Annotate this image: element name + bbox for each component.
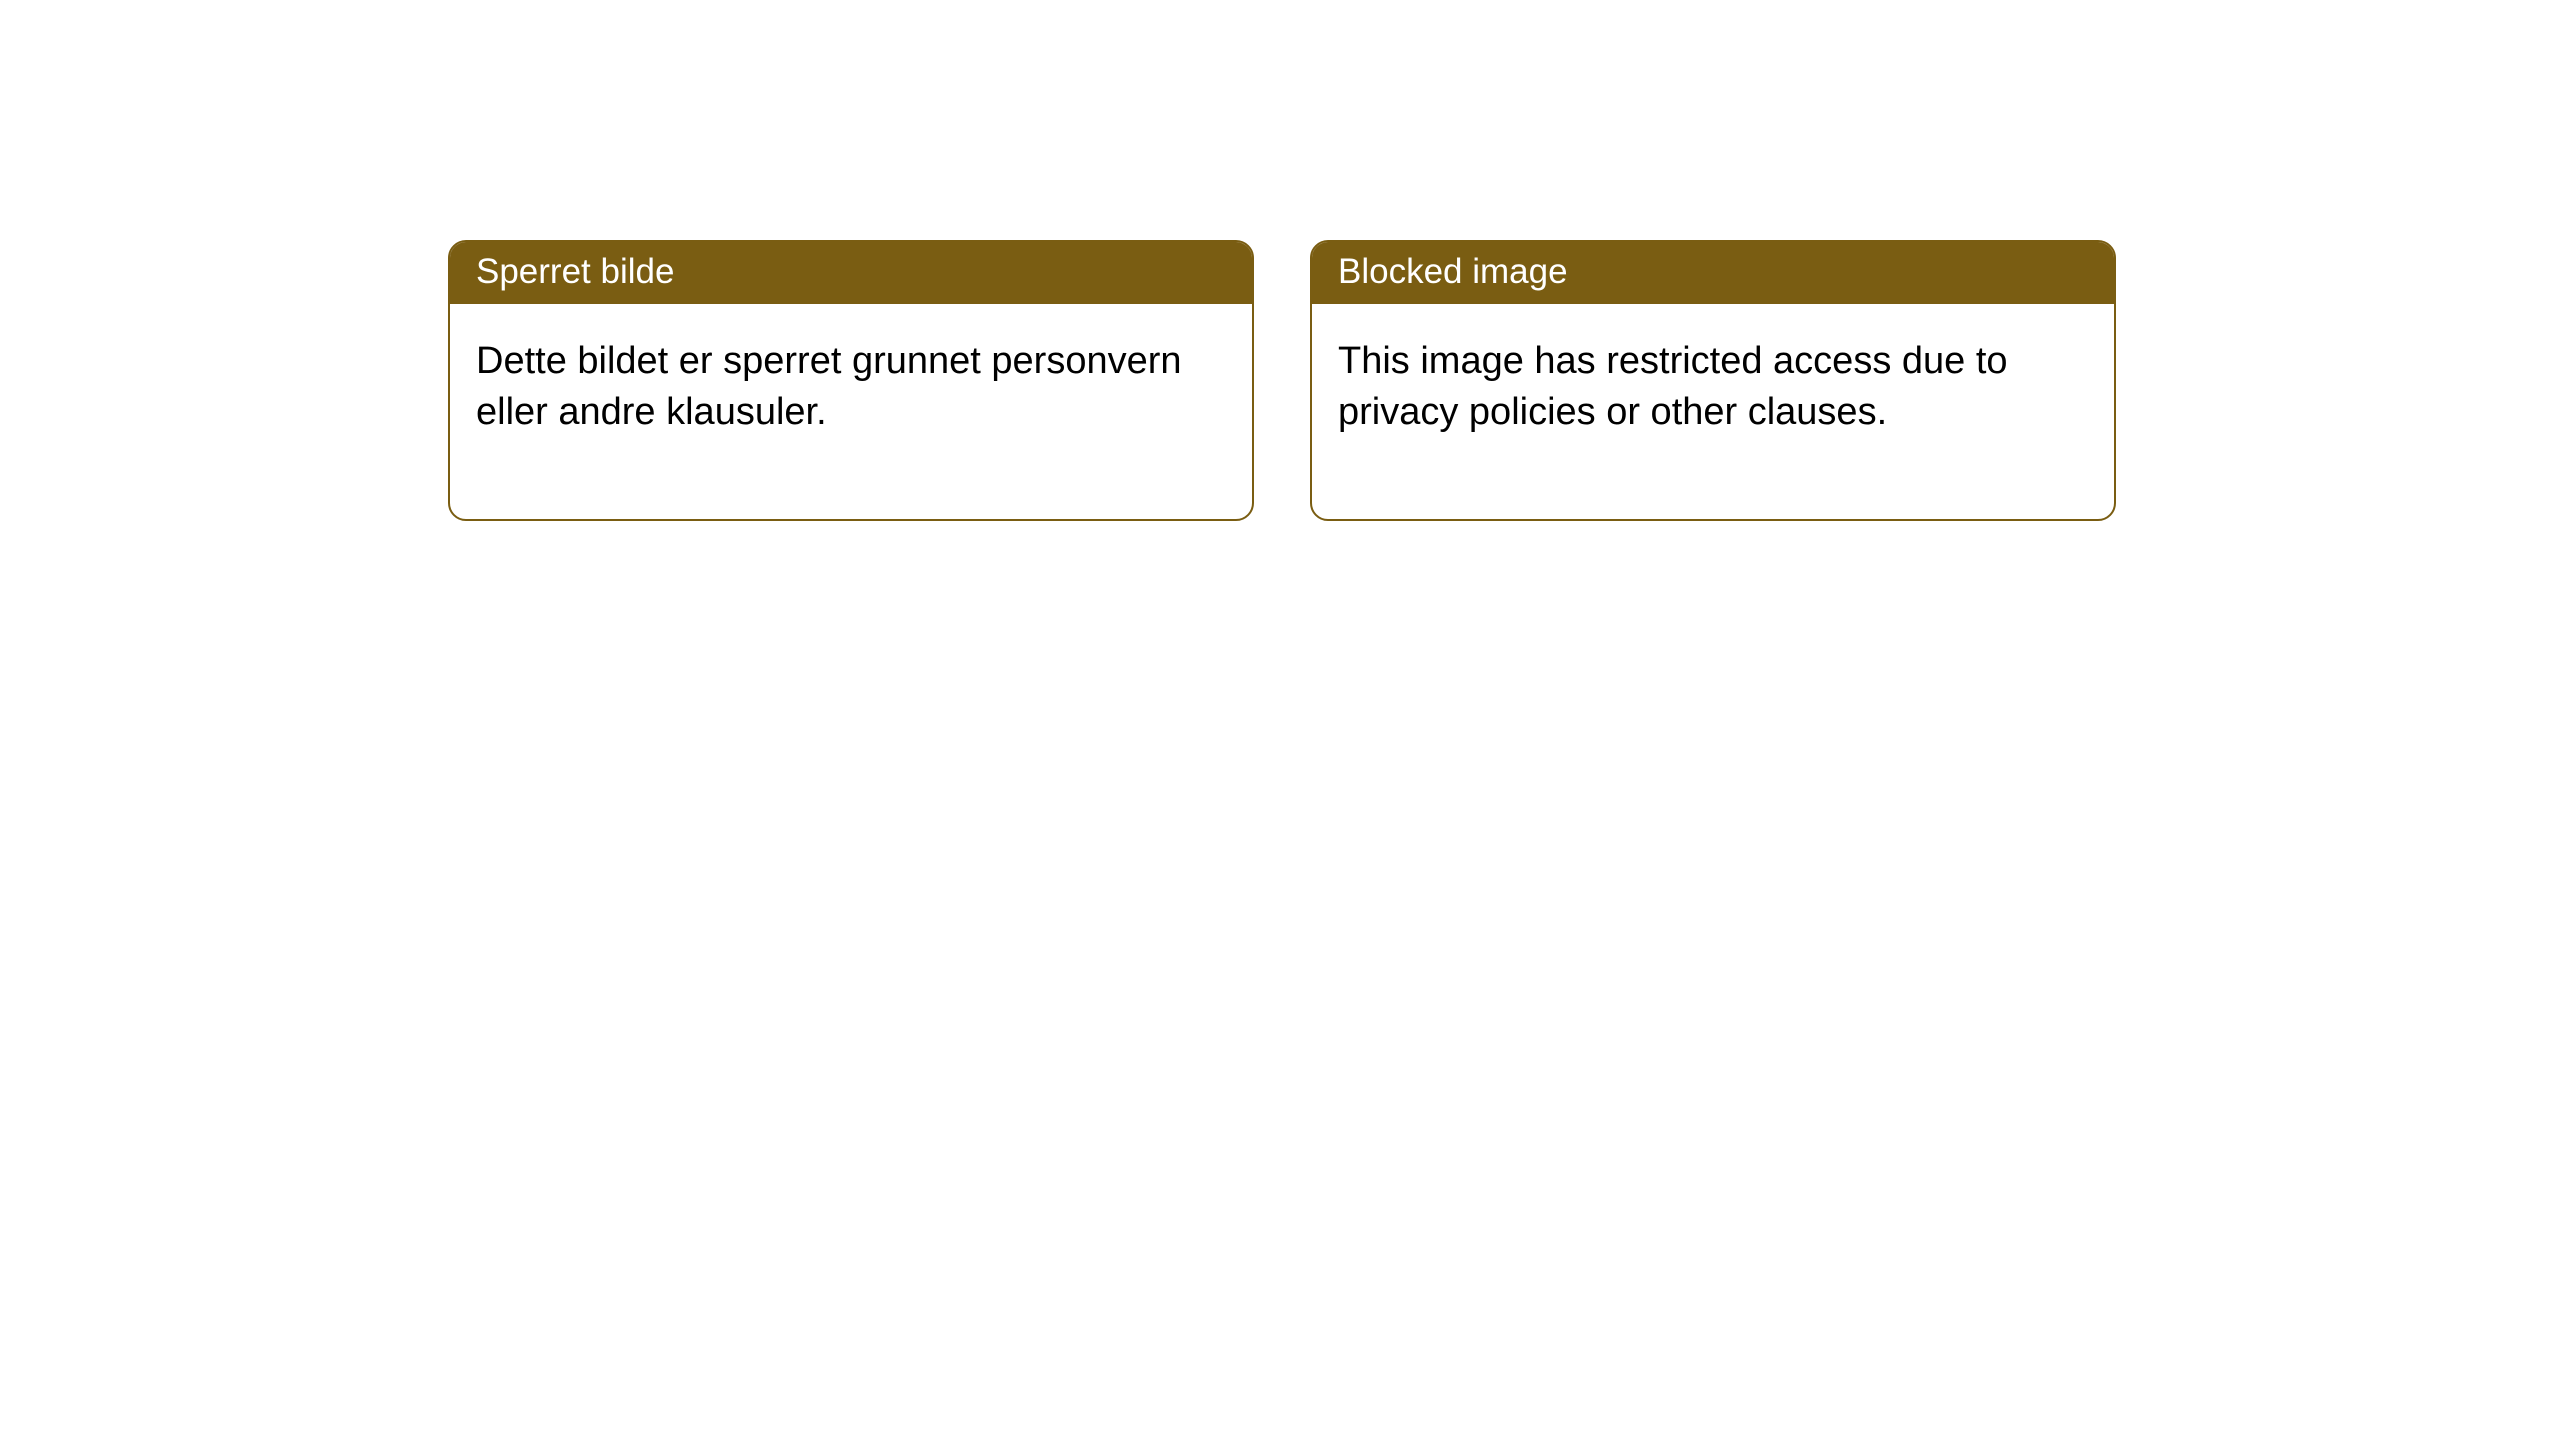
notice-box-norwegian: Sperret bilde Dette bildet er sperret gr…	[448, 240, 1254, 521]
notice-body: This image has restricted access due to …	[1312, 304, 2114, 519]
notice-container: Sperret bilde Dette bildet er sperret gr…	[448, 240, 2116, 521]
notice-box-english: Blocked image This image has restricted …	[1310, 240, 2116, 521]
notice-title: Blocked image	[1312, 242, 2114, 304]
notice-title: Sperret bilde	[450, 242, 1252, 304]
notice-body: Dette bildet er sperret grunnet personve…	[450, 304, 1252, 519]
